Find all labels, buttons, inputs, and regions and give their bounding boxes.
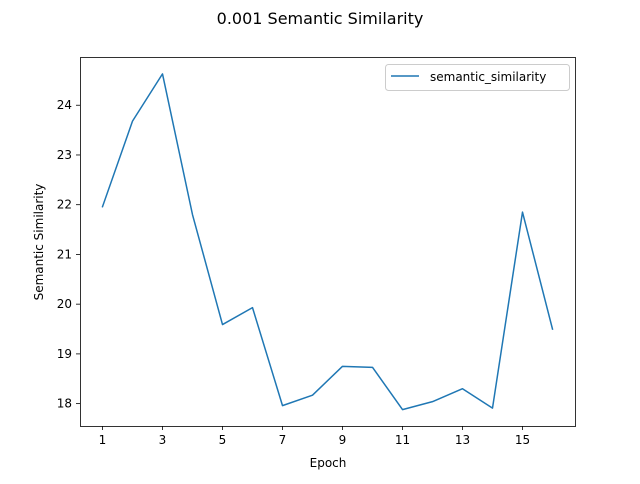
x-tick-label: 5 — [219, 433, 227, 447]
x-tick-label: 15 — [515, 433, 530, 447]
y-tick-label: 22 — [57, 198, 72, 212]
plot-area-frame — [80, 57, 576, 427]
x-tick-label: 9 — [339, 433, 347, 447]
x-tick-label: 1 — [99, 433, 107, 447]
y-tick-label: 18 — [57, 397, 72, 411]
x-tick-label: 11 — [395, 433, 410, 447]
legend: semantic_similarity — [385, 64, 570, 91]
series-layer — [101, 73, 554, 411]
x-tick-label: 3 — [159, 433, 167, 447]
x-axis-ticks: 1 3 5 7 9 11 13 15 — [99, 426, 530, 447]
x-axis-label: Epoch — [310, 456, 347, 470]
x-tick-label: 7 — [279, 433, 287, 447]
y-tick-label: 21 — [57, 247, 72, 261]
chart-title: 0.001 Semantic Similarity — [217, 9, 424, 28]
y-tick-label: 24 — [57, 98, 72, 112]
y-tick-label: 20 — [57, 297, 72, 311]
y-axis-ticks: 18 19 20 21 22 23 24 — [57, 98, 80, 411]
x-tick-label: 13 — [455, 433, 470, 447]
legend-label: semantic_similarity — [430, 70, 546, 84]
y-axis-label: Semantic Similarity — [32, 184, 46, 301]
series-line-semantic-similarity — [101, 73, 554, 411]
y-tick-label: 19 — [57, 347, 72, 361]
legend-box — [385, 64, 570, 91]
y-tick-label: 23 — [57, 148, 72, 162]
